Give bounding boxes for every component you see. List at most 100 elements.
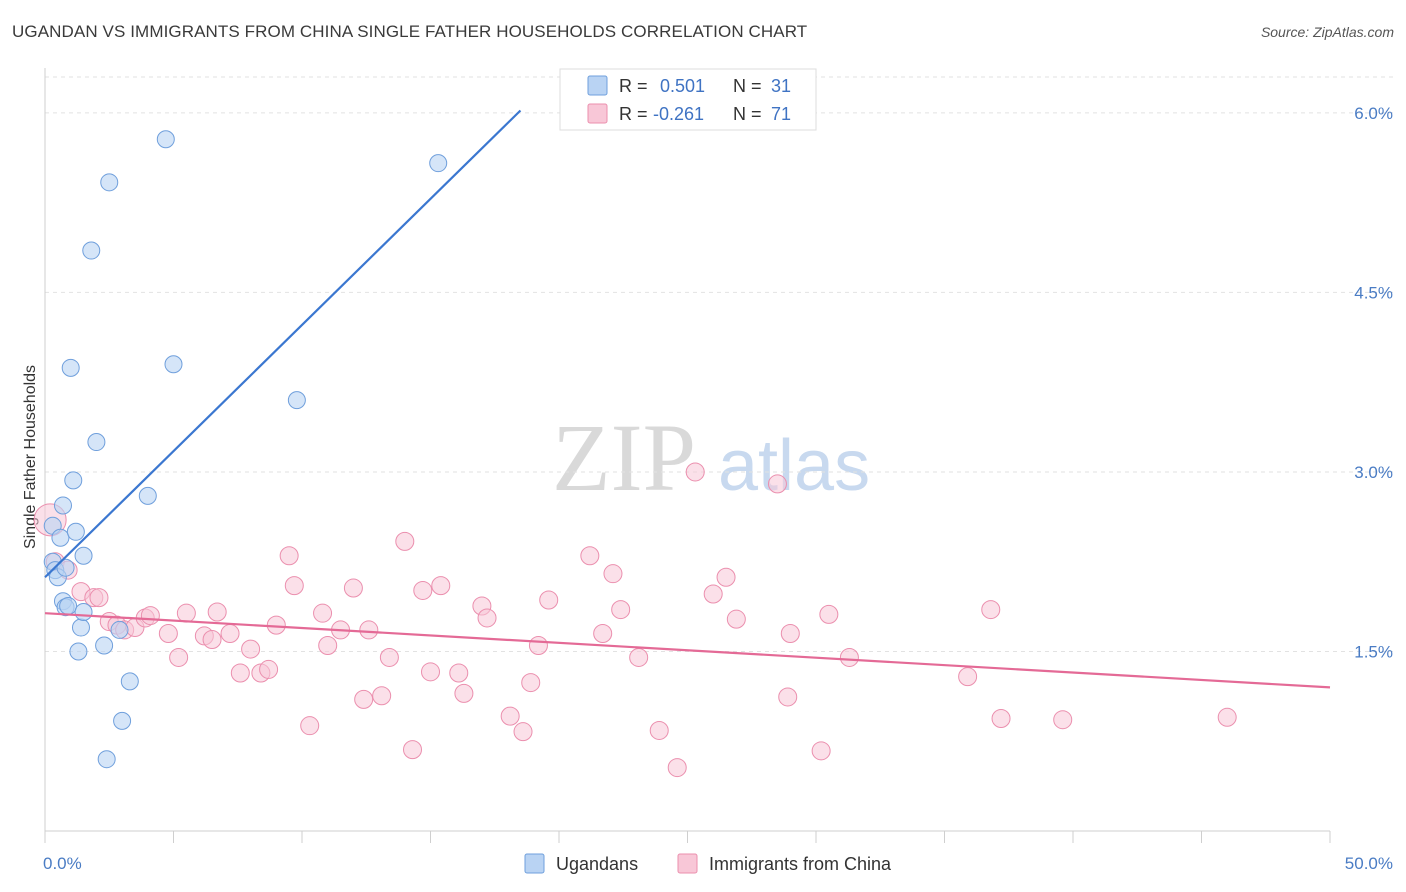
data-point-china: [580, 546, 600, 566]
data-point-ugandans: [100, 173, 119, 192]
data-point-china: [1053, 710, 1073, 730]
data-point-ugandans: [82, 241, 101, 260]
axes: [44, 68, 1331, 843]
data-point-china: [1217, 707, 1237, 727]
y-tick-label: 6.0%: [1354, 104, 1393, 123]
legend-swatch-china: [587, 103, 608, 124]
chart-title: UGANDAN VS IMMIGRANTS FROM CHINA SINGLE …: [12, 22, 808, 41]
data-point-china: [403, 740, 423, 760]
data-point-china: [528, 635, 548, 655]
data-point-china: [991, 708, 1011, 728]
data-point-china: [379, 647, 399, 667]
data-point-china: [981, 600, 1001, 620]
correlation-legend: R = 0.501 N = 31 R = -0.261 N = 71: [559, 68, 817, 131]
data-point-ugandans: [59, 596, 78, 615]
data-point-ugandans: [110, 620, 129, 639]
data-point-ugandans: [56, 558, 75, 577]
data-point-china: [477, 608, 497, 628]
data-point-ugandans: [120, 672, 139, 691]
data-point-china: [513, 722, 533, 742]
legend-r-value: 0.501: [660, 76, 705, 96]
data-point-china: [413, 580, 433, 600]
data-point-ugandans: [97, 750, 116, 769]
data-point-ugandans: [61, 358, 80, 377]
data-point-ugandans: [164, 355, 183, 374]
y-tick-labels: 1.5% 3.0% 4.5% 6.0%: [1354, 104, 1393, 662]
data-point-china: [767, 474, 787, 494]
data-point-china: [241, 639, 261, 659]
data-point-china: [354, 689, 374, 709]
legend-label-china: Immigrants from China: [709, 854, 892, 874]
data-point-china: [819, 604, 839, 624]
data-point-china: [649, 720, 669, 740]
legend-swatch-ugandans: [587, 75, 608, 96]
data-point-china: [207, 602, 227, 622]
trend-line-china: [44, 612, 1331, 689]
data-point-china: [716, 567, 736, 587]
data-point-ugandans: [64, 471, 83, 490]
x-tick-label: 0.0%: [43, 854, 82, 873]
source-label: Source: ZipAtlas.com: [1260, 24, 1394, 40]
y-axis-title: Single Father Households: [22, 365, 39, 549]
legend-n-value: 71: [771, 104, 791, 124]
x-tick-label: 50.0%: [1345, 854, 1393, 873]
watermark-zip: ZIP: [552, 404, 696, 511]
data-point-china: [685, 462, 705, 482]
data-point-china: [343, 578, 363, 598]
data-point-china: [603, 564, 623, 584]
data-point-china: [372, 686, 392, 706]
data-point-ugandans: [66, 522, 85, 541]
grid-lines: [45, 76, 1394, 652]
data-point-china: [449, 663, 469, 683]
y-tick-label: 1.5%: [1354, 642, 1393, 661]
data-point-china: [811, 741, 831, 761]
data-point-ugandans: [95, 636, 114, 655]
data-point-china: [359, 620, 379, 640]
data-point-china: [500, 706, 520, 726]
data-point-ugandans: [74, 546, 93, 565]
watermark: ZIP atlas: [552, 404, 870, 511]
data-point-china: [202, 630, 222, 650]
data-point-china: [780, 624, 800, 644]
series-legend: Ugandans Immigrants from China: [524, 853, 892, 874]
x-tick-labels: 0.0% 50.0%: [43, 854, 1393, 873]
data-point-ugandans: [287, 391, 306, 410]
data-point-china: [431, 576, 451, 596]
data-point-china: [176, 603, 196, 623]
data-point-ugandans: [69, 642, 88, 661]
data-point-china: [318, 635, 338, 655]
legend-swatch-china: [677, 853, 698, 874]
legend-n-label: N =: [733, 76, 762, 96]
legend-r-value: -0.261: [653, 104, 704, 124]
data-point-china: [703, 584, 723, 604]
data-point-ugandans: [113, 711, 132, 730]
data-point-ugandans: [53, 496, 72, 515]
data-point-china: [395, 531, 415, 551]
data-point-china: [259, 659, 279, 679]
data-point-china: [300, 716, 320, 736]
trend-lines: [44, 109, 1331, 689]
ugandan-points: [43, 130, 448, 769]
watermark-atlas: atlas: [718, 426, 870, 506]
data-point-china: [89, 588, 109, 608]
y-tick-label: 3.0%: [1354, 463, 1393, 482]
data-point-china: [539, 590, 559, 610]
data-point-china: [629, 647, 649, 667]
data-point-ugandans: [51, 528, 70, 547]
data-point-ugandans: [138, 486, 157, 505]
legend-r-label: R =: [619, 104, 648, 124]
data-point-china: [421, 662, 440, 682]
y-tick-label: 4.5%: [1354, 283, 1393, 302]
data-point-china: [958, 667, 978, 687]
data-point-ugandans: [429, 154, 448, 173]
trend-line-ugandans: [44, 109, 522, 579]
data-point-china: [169, 647, 189, 667]
legend-swatch-ugandans: [524, 853, 545, 874]
data-point-china: [158, 624, 178, 644]
data-point-china: [313, 603, 333, 623]
legend-r-label: R =: [619, 76, 648, 96]
china-points: [33, 462, 1237, 778]
data-point-china: [611, 600, 631, 620]
data-point-china: [726, 609, 746, 629]
